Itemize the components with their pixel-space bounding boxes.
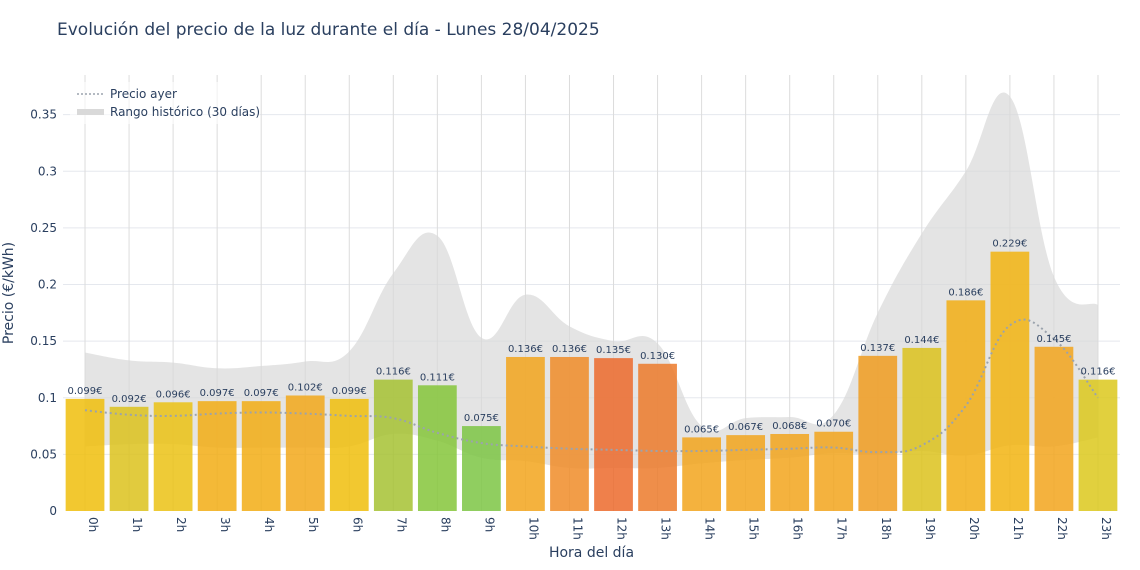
yesterday-price-line xyxy=(84,318,1099,454)
bar-value-label: 0.092€ xyxy=(112,394,147,405)
bar-value-label: 0.102€ xyxy=(288,382,323,393)
y-tick-label: 0.2 xyxy=(38,278,57,292)
x-tick-label: 9h xyxy=(482,517,496,532)
bar-value-label: 0.186€ xyxy=(948,287,983,298)
x-tick-label: 10h xyxy=(526,517,540,540)
bar-8h[interactable] xyxy=(417,385,457,511)
bar-21h[interactable] xyxy=(990,251,1030,512)
bar-23h[interactable] xyxy=(1078,379,1118,511)
legend-item-historic-range[interactable]: Rango histórico (30 días) xyxy=(110,105,260,119)
bar-value-label: 0.097€ xyxy=(244,388,279,399)
bar-18h[interactable] xyxy=(858,355,898,511)
yesterday-line-layer xyxy=(84,318,1099,454)
bar-0h[interactable] xyxy=(65,398,105,511)
bar-22h[interactable] xyxy=(1034,346,1074,511)
bar-1h[interactable] xyxy=(109,406,149,511)
x-tick-label: 11h xyxy=(570,517,584,540)
bar-value-label: 0.229€ xyxy=(992,239,1027,250)
bar-14h[interactable] xyxy=(682,437,721,511)
bar-value-label: 0.116€ xyxy=(376,367,411,378)
bar-value-label: 0.135€ xyxy=(596,345,631,356)
bar-16h[interactable] xyxy=(770,433,810,511)
bar-value-label: 0.097€ xyxy=(200,388,235,399)
bar-3h[interactable] xyxy=(197,401,237,511)
bar-value-label: 0.130€ xyxy=(640,351,675,362)
x-tick-label: 8h xyxy=(438,517,452,532)
legend-swatch-historic-range xyxy=(77,109,104,115)
bar-value-label: 0.067€ xyxy=(728,422,763,433)
x-tick-label: 22h xyxy=(1055,517,1069,540)
legend[interactable]: Precio ayer Rango histórico (30 días) xyxy=(70,82,260,124)
x-tick-label: 0h xyxy=(86,517,100,532)
bar-value-label: 0.145€ xyxy=(1036,334,1071,345)
legend-item-yesterday[interactable]: Precio ayer xyxy=(110,87,177,101)
x-tick-label: 19h xyxy=(923,517,937,540)
bar-value-label: 0.111€ xyxy=(420,372,455,383)
y-axis-title: Precio (€/kWh) xyxy=(1,242,17,344)
x-tick-label: 6h xyxy=(350,517,364,532)
x-tick-label: 16h xyxy=(791,517,805,540)
bar-value-label: 0.099€ xyxy=(68,386,103,397)
x-tick-label: 17h xyxy=(835,517,849,540)
bar-labels-layer: 0.099€ 0.092€ 0.096€ 0.097€ 0.097€ 0.102€ 0.09… xyxy=(68,239,1116,436)
historic-range-band xyxy=(85,92,1098,469)
bar-value-label: 0.116€ xyxy=(1080,367,1115,378)
bars-layer xyxy=(65,251,1118,512)
bar-value-label: 0.065€ xyxy=(684,424,719,435)
bar-12h[interactable] xyxy=(594,358,633,511)
x-tick-label: 23h xyxy=(1099,517,1113,540)
x-tick-label: 20h xyxy=(967,517,981,540)
bar-value-label: 0.070€ xyxy=(816,419,851,430)
bar-2h[interactable] xyxy=(153,402,193,511)
x-tick-label: 7h xyxy=(394,517,408,532)
bar-value-label: 0.144€ xyxy=(904,335,939,346)
x-tick-label: 21h xyxy=(1011,517,1025,540)
bar-9h[interactable] xyxy=(462,426,501,511)
bar-value-label: 0.136€ xyxy=(508,344,543,355)
bar-value-label: 0.099€ xyxy=(332,386,367,397)
bar-value-label: 0.136€ xyxy=(552,344,587,355)
bar-13h[interactable] xyxy=(638,363,677,511)
y-tick-label: 0.15 xyxy=(30,334,57,348)
bar-5h[interactable] xyxy=(285,395,325,511)
x-tick-label: 12h xyxy=(615,517,629,540)
y-tick-label: 0.05 xyxy=(30,447,57,461)
bar-11h[interactable] xyxy=(550,356,589,511)
bar-7h[interactable] xyxy=(373,379,413,511)
bar-value-label: 0.075€ xyxy=(464,413,499,424)
y-tick-label: 0.1 xyxy=(38,391,57,405)
bar-17h[interactable] xyxy=(814,431,854,511)
bar-value-label: 0.137€ xyxy=(860,343,895,354)
bar-value-label: 0.096€ xyxy=(156,389,191,400)
x-tick-label: 13h xyxy=(659,517,673,540)
bar-value-label: 0.068€ xyxy=(772,421,807,432)
bar-15h[interactable] xyxy=(726,435,766,511)
chart-title: Evolución del precio de la luz durante e… xyxy=(57,20,600,40)
legend-background xyxy=(70,82,260,124)
y-tick-label: 0.35 xyxy=(30,108,57,122)
x-tick-label: 2h xyxy=(174,517,188,532)
y-tick-label: 0.3 xyxy=(38,164,57,178)
y-tick-label: 0 xyxy=(49,504,57,518)
bar-19h[interactable] xyxy=(902,347,942,511)
bar-6h[interactable] xyxy=(329,398,369,511)
historic-range-band-layer xyxy=(85,92,1098,469)
y-tick-label: 0.25 xyxy=(30,221,57,235)
x-axis-title: Hora del día xyxy=(549,545,634,561)
axes-layer: 0 0.05 0.1 0.15 0.2 0.25 0.3 0.35 0h 1h 2h 3h 4h 5h 6h… xyxy=(1,108,1113,561)
x-tick-label: 15h xyxy=(747,517,761,540)
x-tick-label: 4h xyxy=(262,517,276,532)
x-tick-label: 18h xyxy=(879,517,893,540)
bar-20h[interactable] xyxy=(946,300,986,511)
x-tick-label: 3h xyxy=(218,517,232,532)
bar-4h[interactable] xyxy=(241,401,281,511)
x-tick-label: 1h xyxy=(130,517,144,532)
x-tick-label: 14h xyxy=(703,517,717,540)
x-tick-label: 5h xyxy=(306,517,320,532)
bar-10h[interactable] xyxy=(506,356,545,511)
